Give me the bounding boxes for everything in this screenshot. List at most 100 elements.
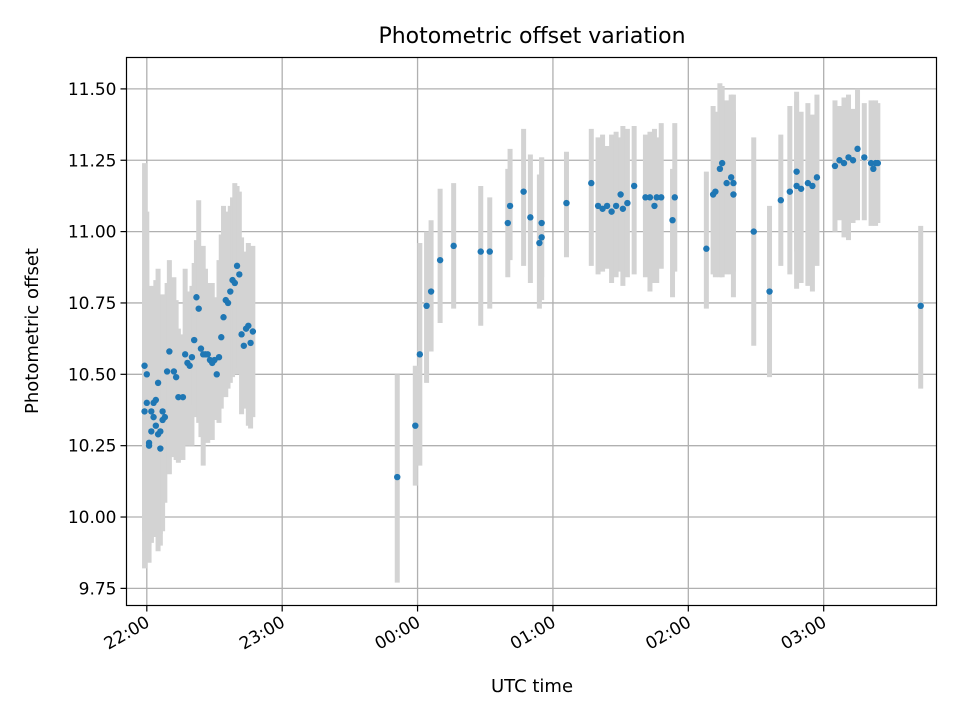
data-point: [154, 379, 162, 387]
data-point: [520, 188, 527, 195]
data-point: [188, 353, 196, 361]
data-point: [159, 408, 166, 415]
data-point: [612, 202, 620, 210]
data-point: [840, 159, 848, 167]
data-point: [238, 331, 245, 338]
data-point: [669, 216, 676, 224]
data-point: [727, 174, 735, 181]
data-point: [536, 239, 543, 247]
data-point: [651, 202, 658, 210]
data-point: [538, 219, 545, 227]
data-point: [797, 185, 805, 192]
data-point: [163, 368, 171, 375]
data-point: [588, 179, 595, 187]
data-point: [777, 197, 785, 204]
data-point: [874, 159, 882, 167]
data-point: [630, 182, 638, 190]
data-point: [161, 413, 169, 421]
data-point: [450, 242, 457, 250]
data-point: [671, 194, 678, 201]
data-point: [249, 328, 257, 335]
y-tick-label: 11.50: [68, 80, 117, 100]
data-point: [195, 305, 202, 312]
data-point: [813, 174, 821, 181]
data-point: [486, 248, 493, 255]
data-point: [150, 413, 157, 421]
data-point: [703, 245, 710, 252]
data-point: [186, 362, 193, 369]
data-point: [917, 302, 924, 310]
chart-title: Photometric offset variation: [378, 24, 685, 49]
data-points: [141, 145, 924, 481]
data-point: [504, 219, 512, 227]
data-point: [152, 396, 160, 404]
data-point: [617, 191, 624, 198]
data-point: [750, 228, 757, 235]
data-point: [861, 154, 868, 161]
data-point: [175, 393, 182, 401]
data-point: [786, 188, 794, 195]
data-point: [730, 179, 737, 187]
data-point: [619, 205, 627, 212]
data-point: [143, 371, 151, 378]
data-point: [642, 194, 649, 201]
data-point: [867, 159, 875, 167]
data-point: [394, 473, 401, 481]
data-point: [730, 191, 737, 198]
data-point: [477, 248, 484, 255]
data-point: [179, 393, 187, 401]
y-tick-label: 10.00: [68, 508, 117, 528]
data-point: [653, 194, 660, 201]
data-point: [416, 351, 424, 358]
data-point: [148, 428, 155, 435]
data-point: [145, 439, 153, 447]
data-point: [624, 199, 631, 207]
data-point: [658, 194, 665, 201]
data-point: [646, 194, 654, 201]
y-tick-label: 10.75: [68, 294, 117, 314]
data-point: [245, 322, 252, 329]
data-point: [224, 299, 232, 307]
data-point: [193, 294, 200, 301]
y-axis-label: Photometric offset: [22, 248, 43, 414]
data-point: [157, 445, 164, 452]
data-point: [220, 314, 227, 321]
data-point: [236, 271, 243, 278]
data-point: [172, 373, 180, 381]
x-axis-label: UTC time: [491, 676, 573, 697]
y-tick-label: 11.25: [68, 151, 117, 171]
data-point: [213, 371, 220, 378]
data-point: [423, 302, 430, 310]
data-point: [603, 202, 611, 210]
data-point: [766, 288, 773, 295]
data-point: [166, 348, 173, 355]
data-point: [141, 362, 148, 369]
data-point: [227, 288, 234, 295]
data-point: [870, 165, 877, 173]
data-point: [141, 408, 148, 415]
plot-frame: [125, 56, 938, 607]
data-point: [436, 256, 444, 264]
data-point: [506, 202, 514, 210]
data-point: [157, 428, 164, 435]
data-point: [412, 422, 419, 429]
data-point: [152, 422, 160, 429]
data-point: [716, 165, 724, 173]
data-point: [563, 199, 570, 207]
data-point: [538, 234, 545, 241]
data-point: [231, 279, 239, 287]
data-point: [809, 182, 816, 190]
data-point: [148, 408, 155, 415]
data-point: [527, 214, 534, 221]
data-point: [204, 351, 211, 358]
y-tick-label: 11.00: [68, 223, 117, 243]
data-point: [427, 288, 435, 295]
data-point: [215, 353, 223, 361]
data-point: [723, 179, 730, 187]
data-point: [718, 159, 726, 167]
data-point: [831, 162, 839, 170]
data-point: [849, 157, 857, 164]
data-point: [233, 262, 241, 270]
